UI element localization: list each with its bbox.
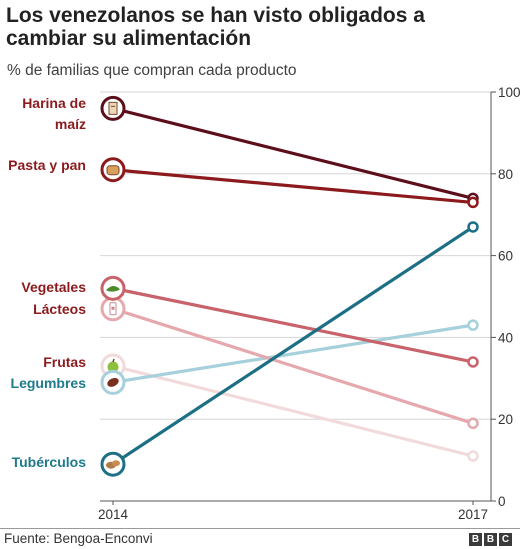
logo-letter: B: [469, 533, 482, 546]
potato-icon: [100, 451, 126, 477]
end-point: [467, 196, 479, 209]
series-line: [111, 286, 475, 364]
chart-subtitle: % de familias que compran cada producto: [7, 62, 297, 79]
series-line: [111, 364, 475, 458]
y-tick-label: 0: [498, 494, 506, 509]
footer-divider: [0, 528, 520, 529]
series-label: Frutas: [43, 354, 86, 370]
series-label: Pasta y pan: [8, 157, 86, 173]
series-line: [111, 106, 475, 200]
series-line: [111, 323, 475, 384]
line-chart: 0 20 40 60 80 100 2014 2017 Harina de maíz Pasta …: [8, 85, 520, 522]
chart-title: Los venezolanos se han visto obligados a…: [6, 4, 425, 50]
series-labels: Harina de maíz Pasta y pan Vegetales Lácteos…: [8, 95, 86, 470]
end-point: [467, 356, 479, 368]
end-point: [467, 221, 479, 233]
end-point: [467, 417, 479, 430]
milk-icon: [100, 296, 126, 322]
series-label: Vegetales: [21, 279, 86, 295]
series-label: Harina de: [22, 95, 86, 111]
end-point: [467, 450, 479, 462]
series-label: Legumbres: [11, 375, 87, 391]
logo-letter: B: [484, 533, 497, 546]
series-line: [111, 225, 475, 466]
series-label: maíz: [55, 116, 86, 132]
vegetable-icon: [100, 275, 126, 301]
y-tick-label: 60: [498, 249, 513, 264]
series-lines: [100, 95, 479, 477]
source-note: Fuente: Bengoa-Enconvi: [4, 531, 153, 546]
logo-letter: C: [499, 533, 512, 546]
series-line: [111, 307, 475, 425]
y-tick-label: 40: [498, 330, 513, 345]
x-tick-label: 2014: [98, 507, 129, 522]
series-line: [111, 168, 475, 205]
corn-flour-icon: [100, 95, 126, 121]
bean-icon: [100, 369, 126, 395]
bbc-logo: B B C: [469, 533, 512, 546]
y-tick-label: 100: [498, 85, 520, 100]
series-label: Lácteos: [33, 301, 86, 317]
x-tick-label: 2017: [458, 507, 488, 522]
end-point: [467, 319, 479, 331]
y-tick-label: 20: [498, 412, 513, 427]
series-label: Tubérculos: [12, 454, 87, 470]
bread-icon: [100, 157, 126, 183]
y-tick-label: 80: [498, 167, 513, 182]
y-axis: 0 20 40 60 80 100 2014 2017: [98, 85, 520, 522]
